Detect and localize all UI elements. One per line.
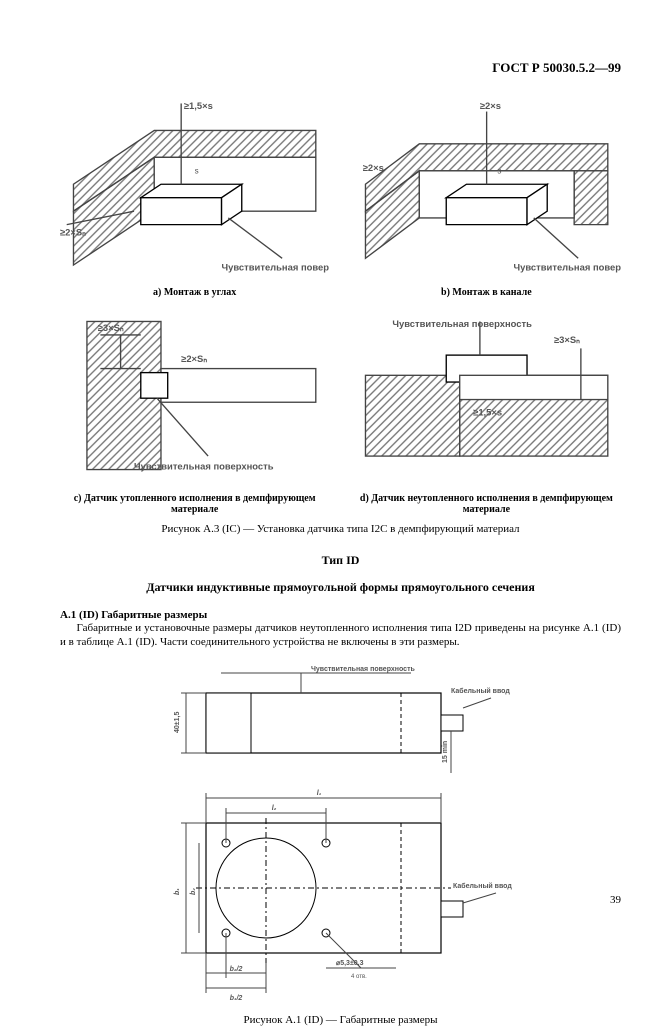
- type-id-heading: Тип ID: [60, 553, 621, 568]
- fig-a3-a: ≥1,5×s s ≥2×Sₙ Чувствительная поверхност…: [60, 90, 329, 298]
- label: ≥2×Sₙ: [181, 353, 207, 364]
- label: 4 отв.: [351, 974, 367, 980]
- page-number: 39: [610, 894, 621, 906]
- fig-a3-a-svg: ≥1,5×s s ≥2×Sₙ Чувствительная поверхност…: [60, 90, 329, 278]
- label: ≥3×Sₙ: [98, 322, 124, 333]
- label: s: [497, 166, 501, 175]
- label: b₂/2: [229, 966, 242, 973]
- label: ≥3×Sₙ: [554, 334, 580, 345]
- label: b₁/2: [229, 995, 242, 1002]
- label: ≥2×s: [363, 162, 384, 173]
- fig-a1-id-svg: Чувствительная поверхность Кабельный вво…: [151, 663, 531, 1003]
- fig-a1-id-caption: Рисунок А.1 (ID) — Габаритные размеры: [151, 1014, 531, 1026]
- label: Чувствительная поверхность: [513, 261, 621, 272]
- label: 15 min: [442, 741, 449, 763]
- fig-a3-c: ≥3×Sₙ ≥2×Sₙ Чувствительная поверхность c…: [60, 308, 329, 514]
- type-id-subtitle: Датчики индуктивные прямоугольной формы …: [60, 580, 621, 595]
- fig-a3-main-caption: Рисунок А.3 (IС) — Установка датчика тип…: [60, 523, 621, 535]
- fig-a1-id: Чувствительная поверхность Кабельный вво…: [151, 663, 531, 1026]
- label: ≥1,5×s: [473, 407, 502, 418]
- label: l₁: [316, 790, 321, 797]
- doc-code: ГОСТ Р 50030.5.2—99: [60, 60, 621, 76]
- fig-a3-a-caption: а) Монтаж в углах: [60, 287, 329, 298]
- fig-a3-row-top: ≥1,5×s s ≥2×Sₙ Чувствительная поверхност…: [60, 90, 621, 298]
- label: 40±1,5: [174, 712, 181, 733]
- label: b₁: [174, 888, 181, 895]
- fig-a3-row-bottom: ≥3×Sₙ ≥2×Sₙ Чувствительная поверхность c…: [60, 308, 621, 514]
- fig-a3-c-svg: ≥3×Sₙ ≥2×Sₙ Чувствительная поверхность: [60, 308, 329, 483]
- fig-a3-c-caption: c) Датчик утопленного исполнения в демпф…: [60, 493, 329, 515]
- label: s: [195, 166, 199, 175]
- label: Кабельный ввод: [453, 882, 512, 890]
- label: ≥2×Sₙ: [60, 226, 86, 237]
- label: Чувствительная поверхность: [311, 666, 416, 673]
- fig-a3-b: ≥2×s s ≥2×s Чувствительная поверхность b…: [352, 90, 621, 298]
- a1-id-text: Габаритные и установочные размеры датчик…: [60, 621, 621, 650]
- label: Чувствительная поверхность: [134, 461, 274, 472]
- fig-a3-b-svg: ≥2×s s ≥2×s Чувствительная поверхность: [352, 90, 621, 278]
- label: Чувствительная поверхность: [222, 261, 330, 272]
- label: ≥1,5×s: [184, 100, 213, 111]
- fig-a3-b-caption: b) Монтаж в канале: [352, 287, 621, 298]
- page: ГОСТ Р 50030.5.2—99 ≥1,5×s: [0, 0, 661, 936]
- fig-a3-d-svg: Чувствительная поверхность ≥3×Sₙ ≥1,5×s: [352, 308, 621, 483]
- a1-id-label: А.1 (ID) Габаритные размеры: [60, 609, 621, 621]
- fig-a3-d: Чувствительная поверхность ≥3×Sₙ ≥1,5×s …: [352, 308, 621, 514]
- label: Кабельный ввод: [451, 687, 510, 695]
- label: ⌀5,3±0,3: [336, 960, 364, 967]
- label: l₂: [271, 805, 276, 812]
- label: b₂: [190, 888, 197, 895]
- fig-a3-d-caption: d) Датчик неутопленного исполнения в дем…: [352, 493, 621, 515]
- label: ≥2×s: [480, 100, 501, 111]
- label: Чувствительная поверхность: [392, 318, 532, 329]
